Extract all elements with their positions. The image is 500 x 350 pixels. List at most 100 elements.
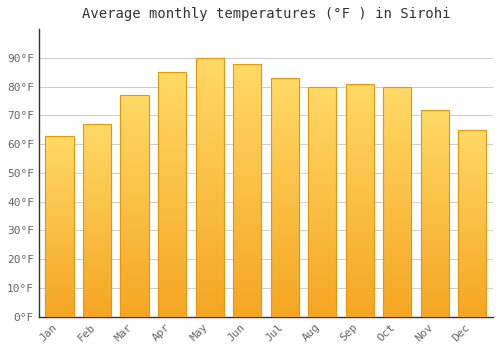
Bar (233, 256, 261, 259)
Bar (308, 259, 336, 261)
Bar (270, 85, 299, 88)
Bar (83, 174, 111, 176)
Bar (270, 142, 299, 145)
Bar (346, 175, 374, 177)
Bar (308, 100, 336, 103)
Bar (196, 117, 224, 120)
Bar (46, 262, 74, 264)
Bar (120, 281, 148, 284)
Bar (233, 167, 261, 170)
Bar (270, 284, 299, 286)
Bar (233, 117, 261, 119)
Bar (46, 155, 74, 157)
Bar (233, 109, 261, 112)
Bar (196, 122, 224, 125)
Bar (458, 285, 486, 287)
Bar (83, 190, 111, 191)
Bar (233, 274, 261, 276)
Bar (120, 170, 148, 173)
Bar (383, 140, 412, 142)
Bar (346, 84, 374, 317)
Bar (158, 155, 186, 158)
Bar (196, 234, 224, 237)
Bar (346, 147, 374, 149)
Bar (458, 294, 486, 296)
Bar (383, 273, 412, 275)
Bar (346, 212, 374, 214)
Bar (270, 171, 299, 174)
Bar (233, 102, 261, 104)
Bar (46, 177, 74, 179)
Bar (308, 142, 336, 144)
Bar (233, 173, 261, 175)
Bar (120, 301, 148, 303)
Bar (120, 266, 148, 268)
Bar (158, 77, 186, 79)
Bar (308, 285, 336, 287)
Bar (458, 261, 486, 262)
Bar (346, 123, 374, 126)
Bar (421, 207, 449, 209)
Bar (83, 226, 111, 228)
Bar (270, 293, 299, 295)
Bar (346, 140, 374, 142)
Bar (270, 250, 299, 252)
Bar (196, 125, 224, 128)
Bar (196, 218, 224, 221)
Bar (270, 128, 299, 131)
Bar (83, 207, 111, 209)
Bar (46, 190, 74, 192)
Bar (46, 309, 74, 312)
Bar (421, 186, 449, 188)
Bar (233, 142, 261, 145)
Bar (83, 303, 111, 305)
Bar (421, 124, 449, 126)
Bar (46, 272, 74, 273)
Bar (83, 245, 111, 247)
Bar (196, 99, 224, 102)
Bar (346, 189, 374, 191)
Bar (233, 64, 261, 317)
Bar (196, 286, 224, 288)
Bar (421, 211, 449, 213)
Bar (458, 175, 486, 176)
Bar (46, 219, 74, 221)
Bar (46, 243, 74, 244)
Bar (196, 314, 224, 317)
Bar (383, 268, 412, 271)
Bar (158, 182, 186, 185)
Bar (308, 234, 336, 236)
Bar (233, 175, 261, 177)
Bar (83, 301, 111, 303)
Bar (196, 156, 224, 159)
Bar (158, 309, 186, 312)
Bar (120, 310, 148, 312)
Bar (383, 96, 412, 98)
Bar (270, 97, 299, 99)
Bar (46, 201, 74, 203)
Bar (383, 146, 412, 149)
Bar (270, 135, 299, 138)
Bar (308, 216, 336, 218)
Bar (196, 221, 224, 224)
Bar (233, 84, 261, 86)
Bar (270, 140, 299, 142)
Bar (383, 266, 412, 268)
Bar (308, 305, 336, 308)
Bar (308, 190, 336, 192)
Bar (383, 153, 412, 156)
Bar (196, 71, 224, 74)
Bar (458, 265, 486, 266)
Bar (196, 255, 224, 257)
Bar (308, 149, 336, 151)
Bar (46, 228, 74, 230)
Bar (383, 186, 412, 188)
Bar (233, 127, 261, 130)
Bar (383, 110, 412, 112)
Bar (120, 315, 148, 317)
Bar (383, 310, 412, 312)
Bar (120, 275, 148, 277)
Bar (46, 206, 74, 208)
Bar (308, 98, 336, 100)
Bar (458, 223, 486, 225)
